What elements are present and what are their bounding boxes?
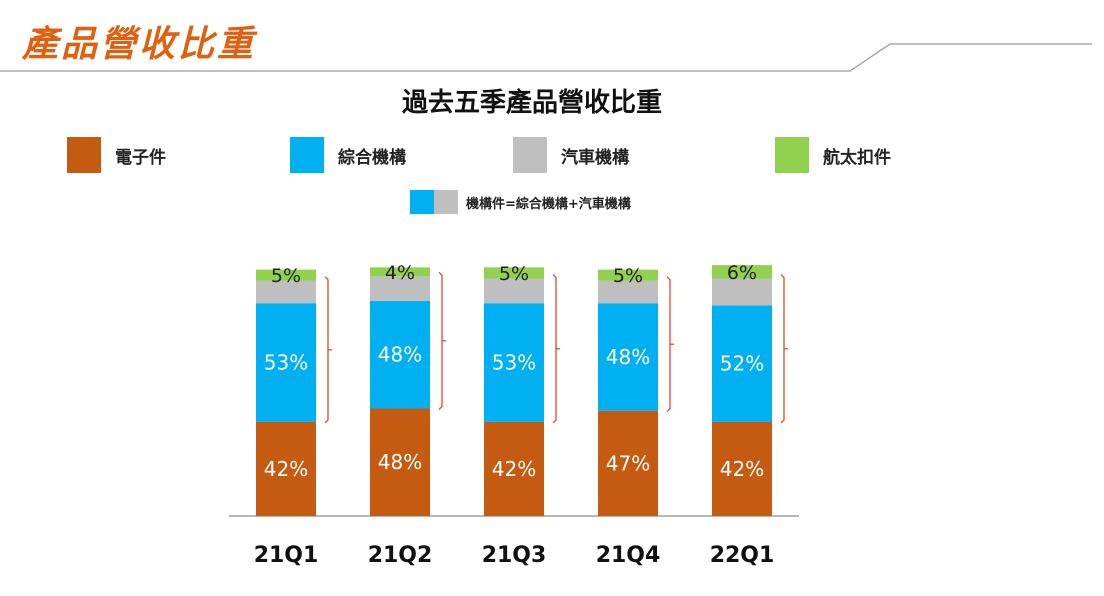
legend-swatch-aerospace-fastener [775,137,809,173]
legend-label-integrated-mechanism: 綜合機構 [338,148,406,168]
bar-electronic-21Q1 [256,421,316,516]
bar-electronic-21Q3 [484,421,544,516]
bar-automotive-mechanism-21Q3 [484,278,544,304]
value-label-electronic-21Q4: 47% [606,451,650,475]
bar-electronic-21Q2 [370,408,430,516]
legend-label-automotive-mechanism: 汽車機構 [561,148,629,168]
chart-title: 過去五季產品營收比重 [401,88,662,118]
bracket-mechanism-21Q3 [552,274,560,424]
header-rule [0,43,1092,72]
bar-integrated-mechanism-21Q3 [484,303,544,422]
value-label-integrated-mechanism-21Q3: 53% [492,351,536,375]
legend-swatch-automotive-mechanism [513,137,547,173]
category-label-21Q3: 21Q3 [482,543,547,568]
value-label-aerospace-fastener-21Q4: 5% [613,265,643,287]
value-label-electronic-22Q1: 42% [720,457,764,481]
bar-electronic-21Q4 [598,410,658,516]
bar-automotive-mechanism-21Q4 [598,280,658,304]
bracket-mechanism-21Q1 [324,276,332,424]
bar-aerospace-fastener-21Q3 [484,267,544,279]
bar-integrated-mechanism-21Q2 [370,300,430,409]
value-label-electronic-21Q3: 42% [492,457,536,481]
bracket-mechanism-21Q4 [666,276,674,413]
bar-aerospace-fastener-21Q1 [256,269,316,281]
bar-aerospace-fastener-21Q2 [370,267,430,277]
bar-electronic-22Q1 [712,421,772,516]
legend-label-electronic: 電子件 [115,148,166,168]
legend-label-aerospace-fastener: 航太扣件 [823,148,891,168]
bar-aerospace-fastener-22Q1 [712,265,772,279]
value-label-aerospace-fastener-22Q1: 6% [727,262,757,284]
value-label-electronic-21Q2: 48% [378,450,422,474]
category-label-21Q2: 21Q2 [368,543,433,568]
bar-automotive-mechanism-21Q2 [370,276,430,301]
bar-automotive-mechanism-21Q1 [256,280,316,304]
page-title: 產品營收比重 [22,23,257,65]
note-label: 機構件=綜合機構+汽車機構 [466,197,631,212]
note-swatch-integrated [410,190,434,214]
bar-aerospace-fastener-21Q4 [598,269,658,281]
bracket-mechanism-22Q1 [780,274,788,424]
bracket-mechanism-21Q2 [438,271,446,410]
value-label-integrated-mechanism-21Q2: 48% [378,343,422,367]
value-label-aerospace-fastener-21Q1: 5% [271,265,301,287]
value-label-integrated-mechanism-21Q4: 48% [606,345,650,369]
category-label-21Q1: 21Q1 [254,543,319,568]
legend-swatch-integrated-mechanism [290,137,324,173]
value-label-electronic-21Q1: 42% [264,457,308,481]
category-label-22Q1: 22Q1 [710,543,775,568]
value-label-integrated-mechanism-21Q1: 53% [264,351,308,375]
value-label-aerospace-fastener-21Q3: 5% [499,263,529,285]
category-label-21Q4: 21Q4 [596,543,661,568]
bar-integrated-mechanism-22Q1 [712,305,772,422]
value-label-aerospace-fastener-21Q2: 4% [385,262,415,284]
legend-swatch-electronic [67,137,101,173]
bar-integrated-mechanism-21Q4 [598,303,658,411]
bar-integrated-mechanism-21Q1 [256,303,316,422]
value-label-integrated-mechanism-22Q1: 52% [720,352,764,376]
note-swatch-automotive [434,190,458,214]
bar-automotive-mechanism-22Q1 [712,278,772,306]
